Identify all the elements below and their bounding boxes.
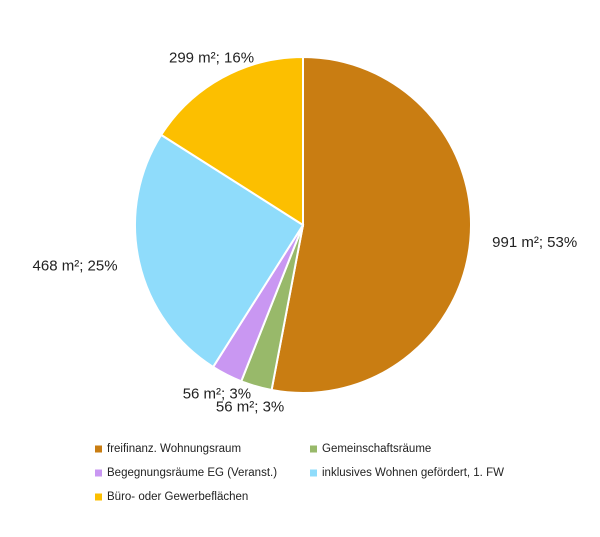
- data-label: 299 m²; 16%: [169, 49, 254, 66]
- legend-label: freifinanz. Wohnungsraum: [107, 443, 241, 455]
- data-label: 468 m²; 25%: [33, 257, 118, 274]
- legend-marker: [310, 469, 317, 477]
- legend-marker: [310, 445, 317, 453]
- data-label: 56 m²; 3%: [183, 385, 251, 402]
- legend-label: Büro- oder Gewerbeflächen: [107, 491, 248, 503]
- pie-slice: [159, 55, 304, 227]
- legend-label: inklusives Wohnen gefördert, 1. FW: [322, 467, 504, 479]
- data-label: 991 m²; 53%: [492, 234, 577, 251]
- pie-slice: [134, 133, 305, 369]
- legend-label: Begegnungsräume EG (Veranst.): [107, 467, 277, 479]
- legend-marker: [95, 445, 102, 453]
- legend-marker: [95, 469, 102, 477]
- data-label: 56 m²; 3%: [216, 398, 284, 415]
- legend-marker: [95, 493, 102, 501]
- pie-slice: [270, 55, 472, 394]
- legend-label: Gemeinschaftsräume: [322, 443, 431, 455]
